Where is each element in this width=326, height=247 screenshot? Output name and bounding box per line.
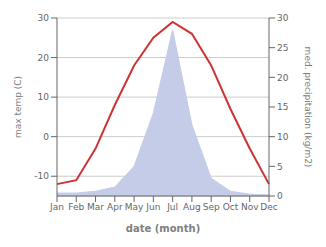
svg-text:Nov: Nov [241, 202, 259, 212]
svg-text:0: 0 [43, 132, 49, 142]
svg-text:Feb: Feb [68, 202, 84, 212]
svg-text:30: 30 [38, 13, 50, 23]
svg-text:15: 15 [277, 102, 288, 112]
svg-text:Jul: Jul [166, 202, 178, 212]
svg-text:10: 10 [277, 132, 289, 142]
svg-text:Sep: Sep [203, 202, 220, 212]
svg-text:med. precipitation (kg/m2): med. precipitation (kg/m2) [303, 47, 313, 168]
svg-text:May: May [125, 202, 144, 212]
svg-text:Jun: Jun [145, 202, 160, 212]
svg-text:25: 25 [277, 43, 288, 53]
svg-text:-10: -10 [34, 171, 49, 181]
svg-text:0: 0 [277, 191, 283, 201]
svg-text:Oct: Oct [223, 202, 239, 212]
svg-text:20: 20 [38, 53, 50, 63]
svg-text:date (month): date (month) [126, 223, 200, 234]
svg-text:5: 5 [277, 162, 283, 172]
svg-text:Mar: Mar [87, 202, 104, 212]
svg-text:Dec: Dec [260, 202, 277, 212]
svg-text:30: 30 [277, 13, 289, 23]
svg-text:max temp (C): max temp (C) [13, 76, 23, 138]
svg-text:10: 10 [38, 92, 50, 102]
svg-text:Jan: Jan [49, 202, 64, 212]
svg-text:Aug: Aug [183, 202, 201, 212]
svg-text:20: 20 [277, 73, 289, 83]
svg-text:Apr: Apr [107, 202, 123, 212]
